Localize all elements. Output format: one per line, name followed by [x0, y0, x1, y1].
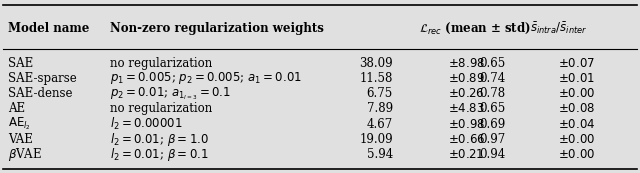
Text: $\beta$VAE: $\beta$VAE	[8, 146, 42, 163]
Text: $\pm 0.00$: $\pm 0.00$	[558, 148, 595, 161]
Text: no regularization: no regularization	[110, 102, 212, 115]
Text: $l_2 = 0.00001$: $l_2 = 0.00001$	[110, 116, 183, 132]
Text: SAE: SAE	[8, 57, 33, 70]
Text: 7.89: 7.89	[367, 102, 393, 115]
Text: $\pm 0.01$: $\pm 0.01$	[558, 72, 595, 85]
Text: $\pm 0.07$: $\pm 0.07$	[558, 57, 595, 70]
Text: $\pm 0.08$: $\pm 0.08$	[558, 102, 595, 115]
Text: $\pm 4.83$: $\pm 4.83$	[448, 102, 484, 115]
Text: $p_1 = 0.005$; $p_2 = 0.005$; $a_1 = 0.01$: $p_1 = 0.005$; $p_2 = 0.005$; $a_1 = 0.0…	[110, 70, 302, 86]
Text: 38.09: 38.09	[359, 57, 393, 70]
Text: 5.94: 5.94	[367, 148, 393, 161]
Text: $\pm 0.04$: $\pm 0.04$	[558, 117, 595, 131]
Text: $\pm 0.21$: $\pm 0.21$	[448, 148, 484, 161]
Text: 0.78: 0.78	[479, 87, 506, 100]
Text: Non-zero regularization weights: Non-zero regularization weights	[110, 22, 324, 35]
Text: $\pm 0.98$: $\pm 0.98$	[448, 117, 485, 131]
Text: 6.75: 6.75	[367, 87, 393, 100]
Text: Model name: Model name	[8, 22, 89, 35]
Text: SAE-dense: SAE-dense	[8, 87, 72, 100]
Text: SAE-sparse: SAE-sparse	[8, 72, 76, 85]
Text: no regularization: no regularization	[110, 57, 212, 70]
Text: $l_2 = 0.01$; $\beta = 1.0$: $l_2 = 0.01$; $\beta = 1.0$	[110, 131, 209, 148]
Text: $\pm 0.26$: $\pm 0.26$	[448, 87, 484, 100]
Text: 4.67: 4.67	[367, 117, 393, 131]
Text: VAE: VAE	[8, 133, 33, 146]
Text: 0.74: 0.74	[479, 72, 506, 85]
Text: $\mathcal{L}_{rec}$ (mean ± std): $\mathcal{L}_{rec}$ (mean ± std)	[419, 21, 531, 36]
Text: $\pm 0.89$: $\pm 0.89$	[448, 72, 484, 85]
Text: 0.65: 0.65	[479, 57, 506, 70]
Text: $\pm 8.98$: $\pm 8.98$	[448, 57, 485, 70]
Text: 19.09: 19.09	[359, 133, 393, 146]
Text: 0.94: 0.94	[479, 148, 506, 161]
Text: $\bar{s}_{intra}/\bar{s}_{inter}$: $\bar{s}_{intra}/\bar{s}_{inter}$	[530, 21, 588, 36]
Text: $p_2 = 0.01$; $a_{1_{l=3}} = 0.1$: $p_2 = 0.01$; $a_{1_{l=3}} = 0.1$	[110, 85, 231, 102]
Text: AE: AE	[8, 102, 25, 115]
Text: 11.58: 11.58	[360, 72, 393, 85]
Text: 0.97: 0.97	[479, 133, 506, 146]
Text: $\pm 0.00$: $\pm 0.00$	[558, 133, 595, 146]
Text: 0.65: 0.65	[479, 102, 506, 115]
Text: $l_2 = 0.01$; $\beta = 0.1$: $l_2 = 0.01$; $\beta = 0.1$	[110, 146, 209, 163]
Text: 0.69: 0.69	[479, 117, 506, 131]
Text: $\mathrm{AE}_{l_2}$: $\mathrm{AE}_{l_2}$	[8, 116, 31, 132]
Text: $\pm 0.00$: $\pm 0.00$	[558, 87, 595, 100]
Text: $\pm 0.66$: $\pm 0.66$	[448, 133, 485, 146]
